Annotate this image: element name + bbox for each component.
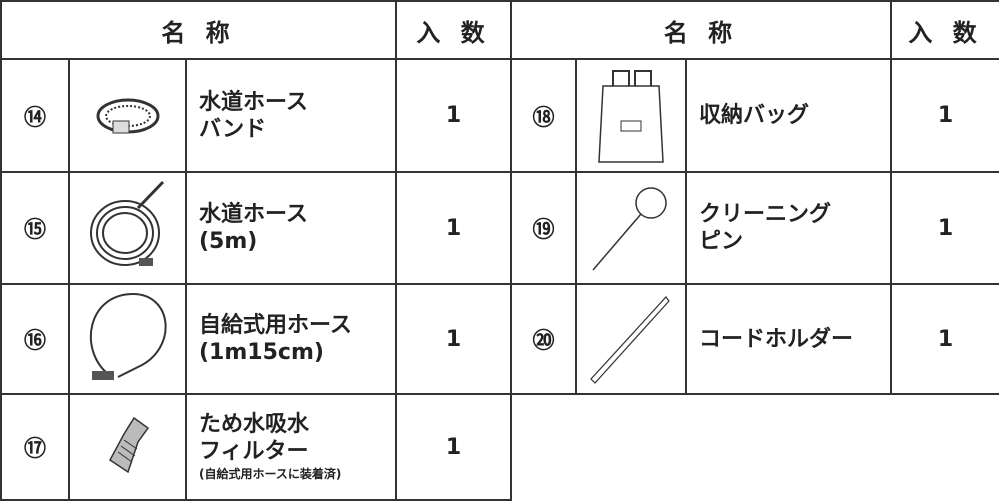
item-image <box>575 171 687 285</box>
header-name: 名 称 <box>510 0 892 60</box>
pin-icon <box>592 187 667 271</box>
header-row: 名 称 入 数 名 称 入 数 <box>0 0 999 60</box>
name-line: ため水吸水 <box>199 412 310 437</box>
item-name: クリーニング ピン <box>685 171 892 285</box>
item-image <box>68 283 187 395</box>
item-count: 1 <box>395 393 512 501</box>
hose-band-icon <box>96 98 159 133</box>
cord-holder-icon <box>590 296 670 384</box>
empty-cell <box>511 394 999 500</box>
header-name: 名 称 <box>0 0 397 60</box>
name-line: バンド <box>199 116 267 142</box>
item-name: 自給式用ホース (1m15cm) <box>185 283 397 395</box>
item-count: 1 <box>890 283 999 395</box>
name-line: (5m) <box>199 229 258 254</box>
item-name: ため水吸水 フィルター (自給式用ホースに装着済) <box>185 393 397 501</box>
item-number: ⑮ <box>0 171 70 285</box>
item-number: ⑯ <box>0 283 70 395</box>
row: ⑯ 自給式用ホース (1m15cm) 1 ⑳ コードホルダー 1 <box>0 283 999 395</box>
item-image <box>68 171 187 285</box>
item-image <box>575 58 687 173</box>
name-note: (自給式用ホースに装着済) <box>199 467 342 481</box>
item-count: 1 <box>395 283 512 395</box>
item-name: 収納バッグ <box>685 58 892 173</box>
header-count: 入 数 <box>395 0 512 60</box>
bag-icon <box>598 69 664 163</box>
filter-icon <box>108 416 149 474</box>
item-image <box>575 283 687 395</box>
name-line: 収納バッグ <box>699 103 810 128</box>
name-line: ピン <box>699 229 744 254</box>
item-number: ⑭ <box>0 58 70 173</box>
item-name: 水道ホース バンド <box>185 58 397 173</box>
name-line: 水道ホース <box>199 89 308 115</box>
item-count: 1 <box>890 171 999 285</box>
item-count: 1 <box>395 58 512 173</box>
name-line: フィルター <box>199 439 309 464</box>
name-line: 自給式用ホース <box>199 313 352 338</box>
item-number: ⑳ <box>510 283 577 395</box>
header-count: 入 数 <box>890 0 999 60</box>
item-image <box>68 58 187 173</box>
item-name: コードホルダー <box>685 283 892 395</box>
item-count: 1 <box>890 58 999 173</box>
name-line: (1m15cm) <box>199 340 324 365</box>
name-line: 水道ホース <box>199 202 308 227</box>
item-image <box>68 393 187 501</box>
item-name: 水道ホース (5m) <box>185 171 397 285</box>
item-number: ⑲ <box>510 171 577 285</box>
row: ⑰ ため水吸水 フィルター (自給式用ホースに装着済) 1 <box>0 393 999 501</box>
item-number: ⑰ <box>0 393 70 501</box>
item-count: 1 <box>395 171 512 285</box>
supply-hose-icon <box>89 292 166 380</box>
item-number: ⑱ <box>510 58 577 173</box>
row: ⑮ 水道ホース (5m) 1 ⑲ クリーニング ピン 1 <box>0 171 999 285</box>
name-line: コードホルダー <box>699 326 854 352</box>
row: ⑭ 水道ホース バンド 1 ⑱ 収納バッグ 1 <box>0 58 999 173</box>
name-line: クリーニング <box>699 202 832 227</box>
hose-icon <box>89 180 164 266</box>
